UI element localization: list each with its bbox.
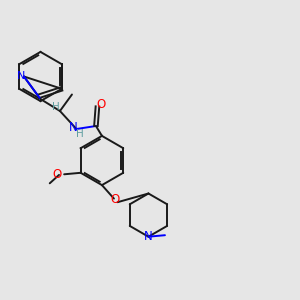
Text: O: O — [52, 167, 61, 181]
Text: N: N — [17, 70, 26, 81]
Text: N: N — [68, 121, 77, 134]
Text: H: H — [76, 129, 83, 140]
Text: O: O — [97, 98, 106, 111]
Text: N: N — [143, 230, 152, 243]
Text: H: H — [52, 102, 60, 112]
Text: O: O — [110, 193, 119, 206]
